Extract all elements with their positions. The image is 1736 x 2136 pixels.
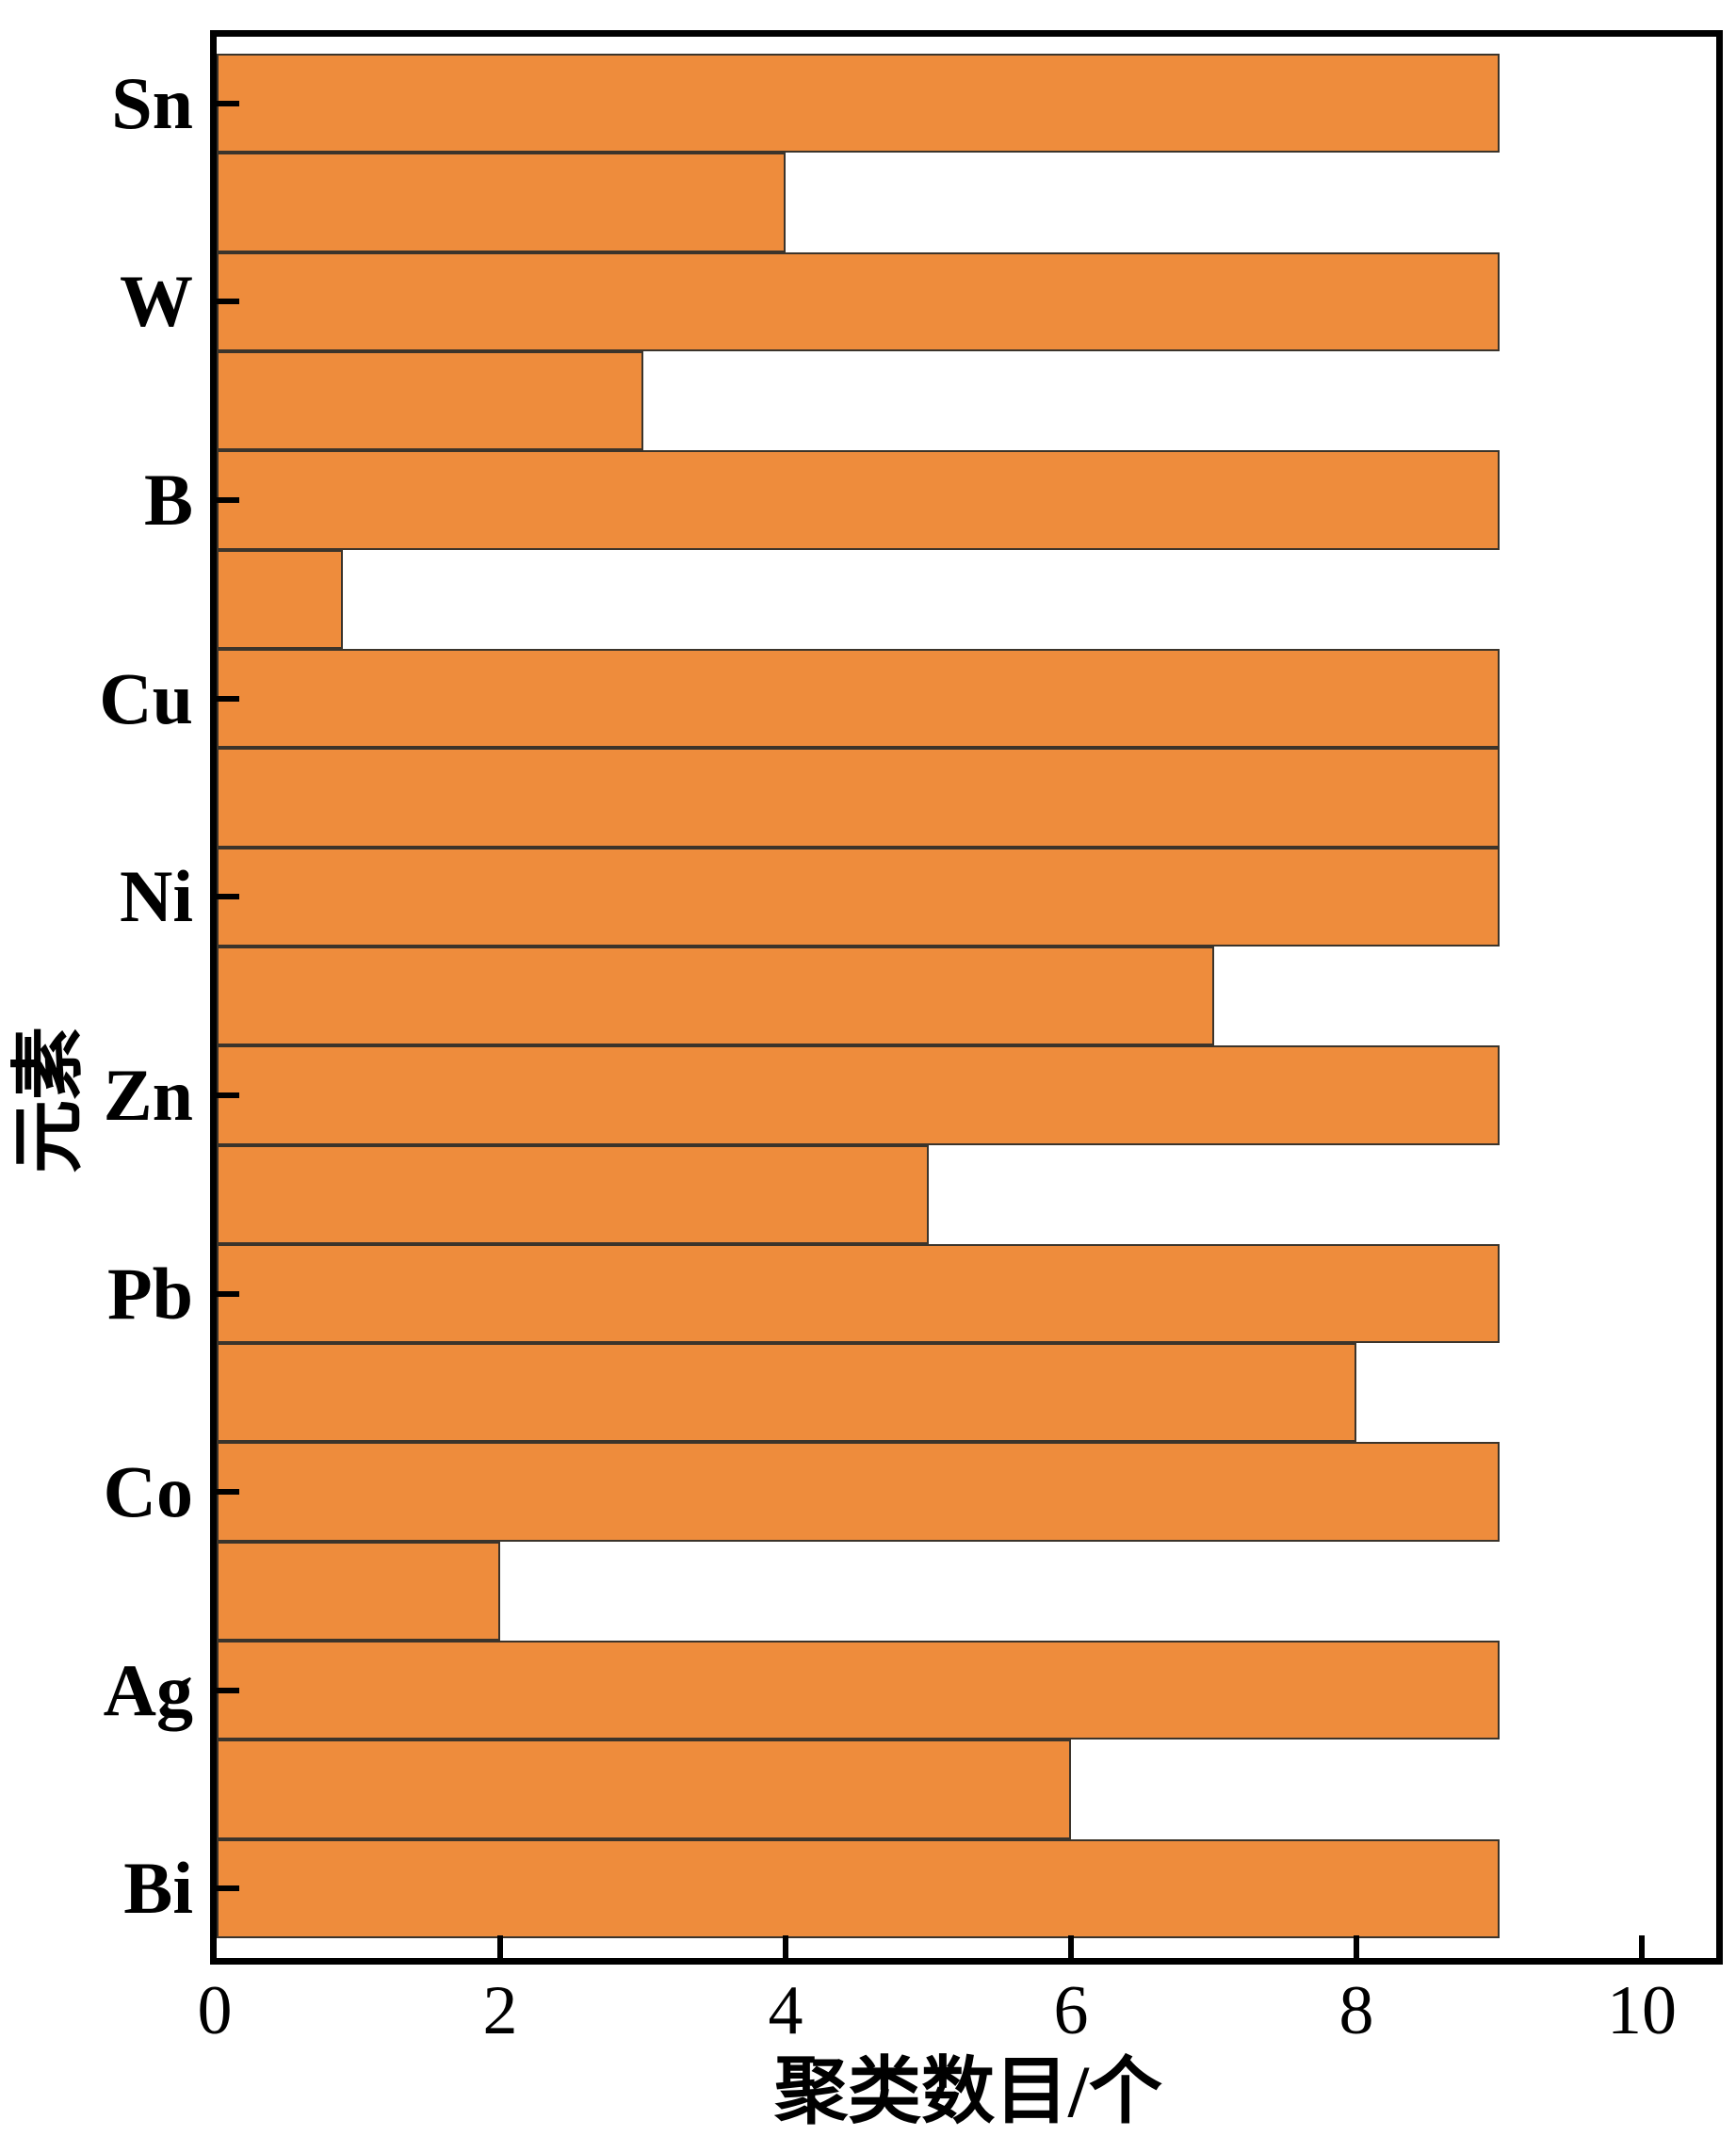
y-tick-bi [217,1885,239,1892]
x-axis-label: 聚类数目/个 [774,2050,1162,2132]
x-tick-label-10: 10 [1607,1972,1677,2049]
bar [217,1144,929,1244]
y-tick-b [217,496,239,503]
bar [217,153,786,252]
y-tick-co [217,1489,239,1496]
bar [217,1343,1356,1443]
y-tick-label-bi: Bi [123,1847,193,1930]
y-tick-label-pb: Pb [106,1252,193,1335]
x-tick-label-2: 2 [482,1972,518,2049]
x-tick-label-6: 6 [1053,1972,1089,2049]
bar [217,1541,500,1642]
x-tick-label-0: 0 [197,1972,233,2049]
y-tick-label-cu: Cu [99,656,193,739]
x-tick-10 [1639,1935,1645,1958]
plot-frame [210,30,1723,1965]
bar [217,549,344,649]
x-tick-2 [497,1935,503,1958]
bar [217,748,1500,848]
x-tick-8 [1354,1935,1359,1958]
x-tick-6 [1068,1935,1074,1958]
y-tick-w [217,299,239,305]
y-tick-pb [217,1290,239,1297]
y-tick-label-zn: Zn [103,1053,193,1136]
y-tick-label-ag: Ag [103,1648,193,1731]
bar [217,350,643,451]
bar [217,1740,1071,1839]
y-tick-label-sn: Sn [111,61,193,144]
bar [217,946,1214,1046]
y-tick-label-w: W [120,260,193,343]
y-tick-label-ni: Ni [120,855,193,938]
x-tick-label-4: 4 [768,1972,803,2049]
y-tick-ag [217,1687,239,1693]
y-tick-label-b: B [143,458,193,541]
x-tick-4 [783,1935,788,1958]
bar-ag [217,1641,1500,1740]
bar-bi [217,1838,1500,1939]
bar-w [217,251,1500,351]
bar-b [217,450,1500,550]
x-tick-label-8: 8 [1339,1972,1374,2049]
bar-zn [217,1045,1500,1145]
bar-pb [217,1243,1500,1344]
bar-co [217,1442,1500,1542]
y-tick-zn [217,1092,239,1098]
bar-sn [217,54,1500,154]
y-tick-sn [217,100,239,106]
y-tick-ni [217,894,239,900]
bar-cu [217,648,1500,749]
y-axis-label: 元素 [8,1026,89,1174]
y-tick-label-co: Co [103,1450,193,1533]
y-tick-cu [217,695,239,702]
